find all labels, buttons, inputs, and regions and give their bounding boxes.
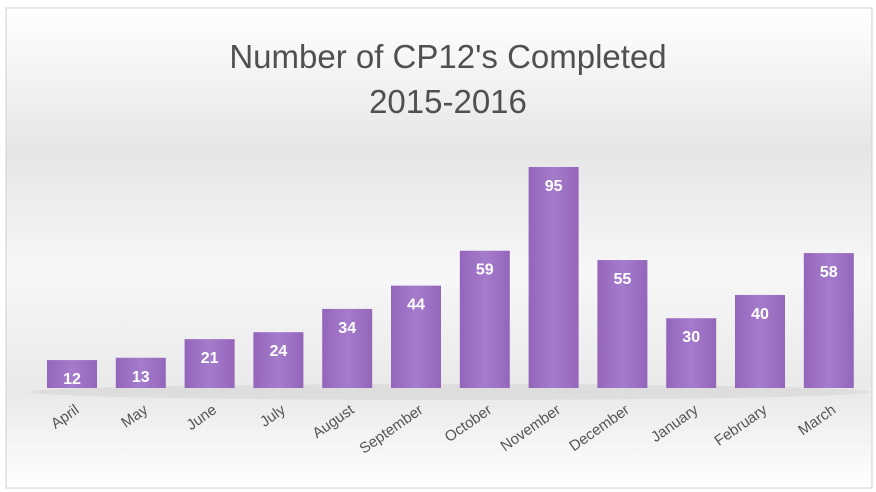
bar: [666, 318, 717, 388]
bar: [735, 294, 785, 388]
bar: [322, 308, 373, 388]
bar: [391, 285, 441, 388]
bar: [528, 167, 579, 388]
value-label: 40: [751, 306, 769, 323]
value-label: 44: [407, 297, 425, 314]
bar: [115, 357, 166, 388]
chart-title: Number of CP12's Completed: [229, 38, 666, 75]
value-label: 58: [820, 264, 838, 281]
bar: [253, 332, 304, 388]
chart-background: [5, 7, 873, 489]
bar: [597, 260, 648, 388]
value-label: 30: [682, 329, 700, 346]
chart-subtitle: 2015-2016: [369, 83, 527, 120]
value-label: 12: [63, 371, 81, 388]
value-label: 21: [201, 350, 219, 367]
value-label: 59: [476, 262, 494, 279]
value-label: 24: [270, 343, 288, 360]
value-label: 13: [132, 369, 150, 386]
value-label: 34: [338, 320, 356, 337]
bar: [803, 253, 854, 388]
bar: [184, 339, 235, 388]
bar: [47, 360, 97, 388]
floor-shadow: [30, 384, 870, 400]
value-label: 55: [614, 271, 632, 288]
value-label: 95: [545, 178, 563, 195]
bar: [459, 250, 510, 388]
